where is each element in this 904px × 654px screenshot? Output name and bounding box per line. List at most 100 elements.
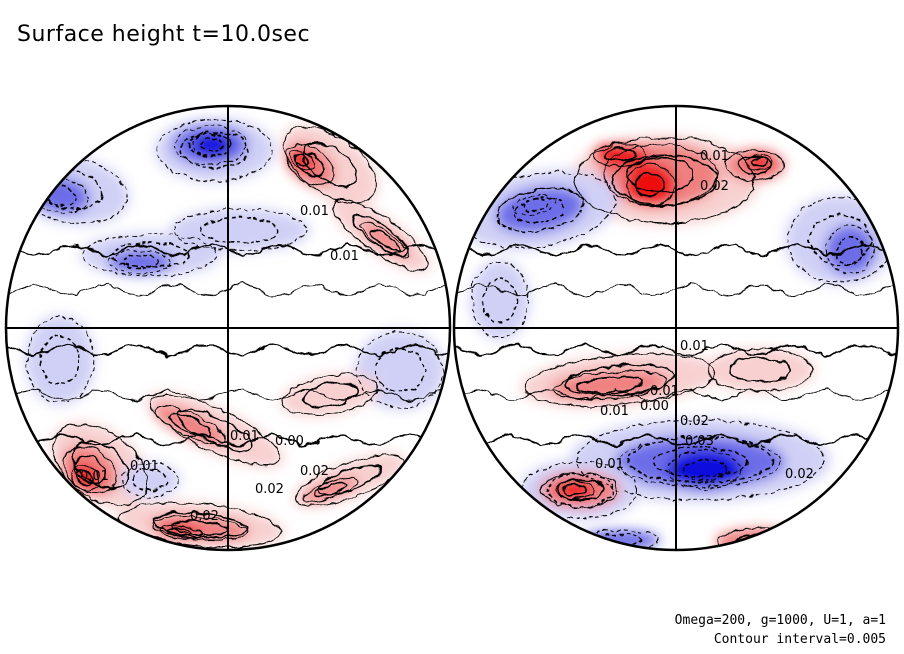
contour-label: 0.03 [685, 434, 714, 449]
contour-line [746, 153, 774, 171]
contour-line [625, 163, 675, 207]
zero-contour [454, 433, 898, 447]
contour-line [173, 125, 247, 165]
height-patch [470, 260, 530, 340]
contour-label: 0.01 [330, 249, 359, 264]
contour-line [522, 461, 638, 519]
contour-line [668, 450, 742, 490]
contour-line [351, 213, 409, 257]
contour-line [36, 169, 104, 211]
contour-label: 0.01 [230, 429, 259, 444]
contour-line [513, 194, 557, 216]
contour-label: 0.01 [650, 384, 679, 399]
contour-line [592, 143, 648, 167]
contour-label: 0.02 [190, 509, 219, 524]
contour-line [482, 277, 518, 323]
contour-line [169, 413, 211, 437]
contour-line [76, 469, 94, 487]
contour-line [157, 119, 273, 181]
contour-line [497, 187, 583, 233]
contour-line [83, 233, 217, 277]
contour-line [282, 374, 378, 416]
contour-label: 0.02 [785, 467, 814, 482]
contour-line [370, 229, 400, 251]
contour-line [289, 149, 315, 171]
contour-line [750, 538, 790, 550]
contour-line [627, 436, 773, 484]
zero-contour [6, 388, 450, 402]
height-patch [746, 154, 774, 170]
contour-line [728, 357, 792, 383]
zero-contour [6, 433, 450, 447]
contour-line [158, 524, 202, 540]
contour-label: 0.00 [640, 399, 669, 414]
contour-line [152, 515, 248, 541]
contour-line [726, 149, 784, 181]
contour-label: 0.02 [700, 179, 729, 194]
contour-line [181, 131, 249, 169]
contour-line [835, 235, 865, 265]
contour-line [132, 469, 168, 491]
contour-line [192, 133, 232, 157]
contour-line [737, 155, 773, 175]
left-contour-labels: 0.01 0.01 0.01 0.00 0.02 0.02 0.02 0.01 0.01 [80, 204, 359, 524]
contour-line [808, 214, 872, 266]
contour-line [374, 347, 426, 393]
contour-line [546, 472, 614, 508]
contour-line [652, 446, 748, 478]
parameters-text: Omega=200, g=1000, U=1, a=1 [674, 613, 886, 628]
contour-line [514, 196, 566, 224]
height-patch [192, 133, 232, 157]
contour-label: 0.02 [255, 482, 284, 497]
contour-label: 0.00 [275, 434, 304, 449]
contour-line [313, 482, 347, 498]
contour-label: 0.01 [600, 404, 629, 419]
contour-line [564, 364, 676, 396]
zero-contour [454, 283, 898, 297]
zero-contour [6, 283, 450, 297]
contour-line [356, 331, 444, 409]
contour-line [283, 126, 377, 204]
contour-line [576, 419, 824, 501]
contour-label: 0.01 [595, 457, 624, 472]
height-patch [280, 373, 380, 417]
contour-line [611, 154, 719, 206]
contour-line [295, 454, 405, 506]
height-patch [625, 163, 675, 207]
height-patch [555, 481, 595, 499]
contour-line [552, 370, 668, 400]
contour-line [200, 137, 224, 153]
contour-label: 0.01 [130, 459, 159, 474]
contour-line [541, 472, 619, 508]
right-contour-labels: 0.010.020.010.010.01 0.000.020.030.010.02 [595, 149, 814, 482]
zero-contour [454, 242, 898, 257]
height-patch [750, 539, 790, 550]
contour-line [751, 156, 769, 168]
height-patch [592, 143, 648, 167]
contour-line [758, 540, 782, 550]
contour-line [602, 144, 718, 206]
contour-line [635, 172, 665, 198]
contour-line [119, 502, 281, 548]
contour-line [70, 464, 100, 492]
contour-line [109, 250, 171, 274]
zero-contour [6, 343, 450, 357]
contour-label: 0.01 [700, 149, 729, 164]
height-patch [120, 462, 180, 498]
right-hemisphere: 0.010.020.010.010.01 0.000.020.030.010.02 [452, 104, 900, 552]
contour-line [42, 184, 78, 206]
contour-line [576, 376, 644, 394]
contour-line [167, 527, 193, 537]
contour-line [331, 198, 429, 272]
contour-line [295, 152, 325, 178]
left-rim [4, 104, 452, 552]
contour-line [302, 382, 358, 408]
left-hemisphere: 0.01 0.01 0.01 0.00 0.02 0.02 0.02 0.01 0.01 [4, 104, 452, 552]
zero-contour [454, 343, 898, 357]
contour-label: 0.02 [680, 414, 709, 429]
contour-line [173, 208, 307, 252]
contour-label: 0.02 [300, 464, 329, 479]
contour-line [360, 222, 410, 258]
zero-contour [454, 388, 898, 402]
